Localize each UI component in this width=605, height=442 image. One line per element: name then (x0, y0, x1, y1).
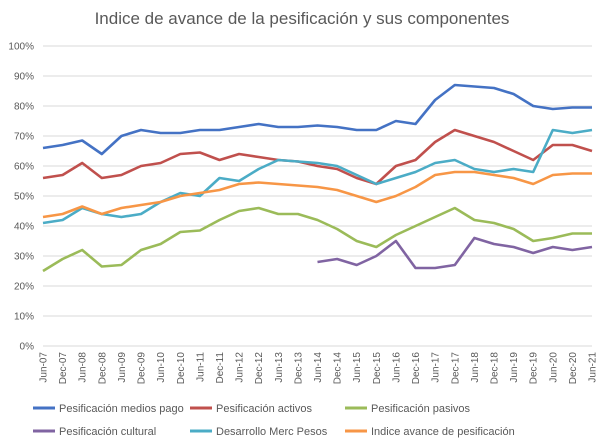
x-tick-label: Jun-07 (39, 352, 50, 383)
series-line (42, 128, 593, 225)
x-tick-label: Dec-13 (293, 352, 304, 385)
x-tick-label: Jun-09 (117, 352, 128, 383)
y-tick-label: 40% (14, 222, 34, 233)
x-tick-label: Dec-18 (489, 352, 500, 385)
legend-label: Pesificación pasivos (371, 403, 471, 415)
gridlines (43, 45, 592, 347)
x-tick-label: Dec-16 (411, 352, 422, 385)
x-tick-label: Jun-12 (235, 352, 246, 383)
x-tick-label: Jun-10 (156, 352, 167, 383)
y-tick-label: 10% (14, 312, 34, 323)
x-tick-label: Dec-11 (215, 352, 226, 384)
x-tick-label: Jun-19 (509, 352, 520, 383)
x-tick-label: Dec-15 (372, 352, 383, 385)
series-lines (42, 83, 593, 273)
x-tick-label: Dec-14 (333, 352, 344, 385)
x-tick-label: Jun-14 (313, 352, 324, 383)
x-tick-label: Dec-20 (568, 352, 579, 385)
legend-item: Pesificación pasivos (345, 403, 471, 415)
series-line (42, 128, 593, 186)
x-tick-label: Jun-18 (470, 352, 481, 383)
x-tick-label: Jun-20 (548, 352, 559, 383)
y-tick-label: 80% (14, 102, 34, 113)
x-tick-label: Jun-15 (352, 352, 363, 383)
y-tick-label: 100% (8, 42, 34, 53)
x-tick-label: Jun-17 (431, 352, 442, 383)
x-tick-label: Jun-21 (588, 352, 599, 383)
x-tick-label: Dec-19 (529, 352, 540, 385)
legend-label: Pesificación cultural (59, 426, 156, 438)
x-tick-label: Dec-12 (254, 352, 265, 385)
x-tick-label: Dec-08 (97, 352, 108, 385)
x-tick-label: Dec-10 (176, 352, 187, 385)
x-tick-label: Dec-07 (58, 352, 69, 385)
y-tick-label: 20% (14, 282, 34, 293)
x-tick-label: Dec-09 (137, 352, 148, 385)
legend-item: Pesificación medios pago (33, 403, 184, 415)
legend-label: Pesificación activos (216, 403, 312, 415)
series-line (317, 236, 593, 270)
y-tick-label: 70% (14, 132, 34, 143)
y-axis: 0% 10% 20% 30% 40% 50% 60% 70% 80% 90% 100% (8, 42, 34, 353)
y-tick-label: 0% (20, 342, 35, 353)
x-axis: Jun-07 Dec-07 Jun-08 Dec-08 Jun-09 Dec-09 Jun-… (39, 352, 599, 385)
legend-label: Indice avance de pesificación (371, 426, 515, 438)
x-tick-label: Jun-13 (274, 352, 285, 383)
x-tick-label: Jun-16 (391, 352, 402, 383)
legend-item: Pesificación activos (190, 403, 312, 415)
chart-title: Indice de avance de la pesificación y su… (95, 9, 510, 28)
legend-label: Pesificación medios pago (59, 403, 184, 415)
x-tick-label: Dec-17 (450, 352, 461, 385)
series-line (42, 206, 592, 273)
y-tick-label: 60% (14, 162, 34, 173)
series-line (42, 83, 592, 156)
legend-item: Desarrollo Merc Pesos (190, 426, 328, 438)
y-tick-label: 90% (14, 72, 34, 83)
series-line (42, 170, 592, 219)
legend-label: Desarrollo Merc Pesos (216, 426, 328, 438)
legend: Pesificación medios pago Pesificación act… (33, 403, 515, 438)
y-tick-label: 30% (14, 252, 34, 263)
x-tick-label: Jun-08 (78, 352, 89, 383)
legend-item: Pesificación cultural (33, 426, 156, 438)
legend-item: Indice avance de pesificación (345, 426, 515, 438)
x-tick-label: Jun-11 (195, 352, 206, 382)
y-tick-label: 50% (14, 192, 34, 203)
